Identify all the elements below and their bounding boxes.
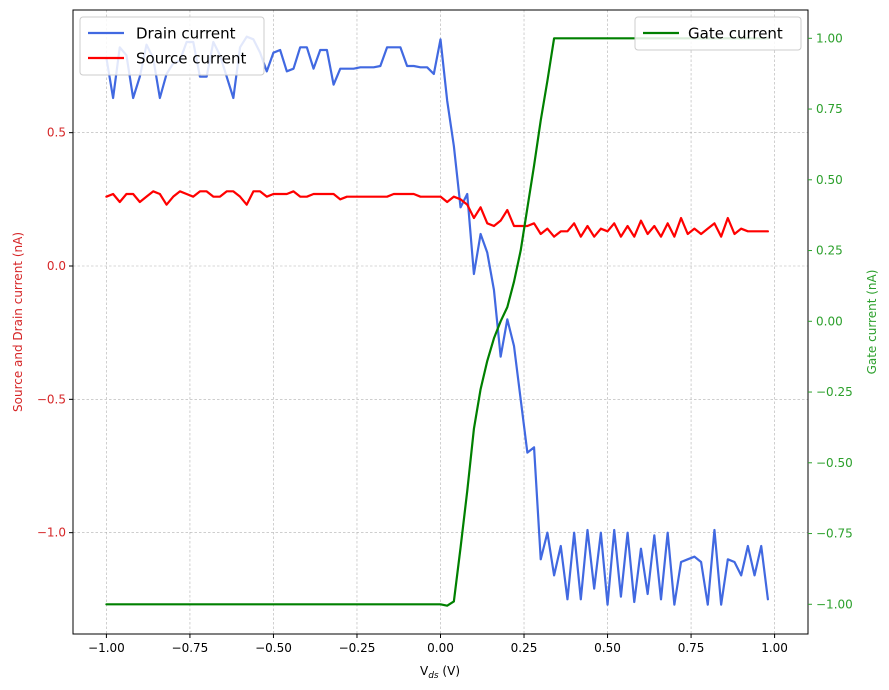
legend-drain-label: Drain current [136, 25, 236, 43]
x-tick-label: 0.50 [594, 641, 621, 655]
legend-gate-label: Gate current [688, 25, 783, 43]
x-tick-label: −0.75 [172, 641, 209, 655]
legend-right: Gate current [634, 16, 802, 51]
right-tick-label: 0.75 [816, 102, 843, 116]
left-axis-label: Source and Drain current (nA) [11, 232, 25, 412]
grid [73, 10, 808, 634]
legend-right-box [634, 16, 802, 51]
left-axis-ticks: 0.5 0.0 −0.5 −1.0 [37, 126, 73, 540]
legend-source-label: Source current [136, 50, 247, 68]
legend-left: Drain current Source current [79, 16, 265, 76]
right-tick-label: −0.75 [816, 527, 853, 541]
right-axis-label: Gate current (nA) [865, 270, 879, 375]
x-tick-label: 0.00 [427, 641, 454, 655]
x-tick-label: −1.00 [88, 641, 125, 655]
right-tick-label: −0.25 [816, 385, 853, 399]
right-axis-ticks: 1.00 0.75 0.50 0.25 0.00 −0.25 −0.50 −0.75 −1.00 [808, 31, 853, 611]
left-tick-label: −0.5 [37, 392, 66, 406]
x-axis-label-base: V [420, 664, 429, 678]
legend-left-box [79, 16, 265, 76]
x-axis-label-subscript: ds [428, 671, 439, 681]
x-tick-label: 1.00 [761, 641, 788, 655]
left-tick-label: 0.5 [47, 126, 66, 140]
x-axis-ticks: −1.00 −0.75 −0.50 −0.25 0.00 0.25 0.50 0.75 1.00 [88, 634, 788, 655]
right-tick-label: 0.50 [816, 173, 843, 187]
left-tick-label: −1.0 [37, 526, 66, 540]
x-axis-label: Vds (V) [420, 664, 460, 681]
x-tick-label: 0.25 [511, 641, 538, 655]
right-tick-label: 0.00 [816, 314, 843, 328]
x-tick-label: 0.75 [678, 641, 705, 655]
x-axis-label-unit: (V) [439, 664, 460, 678]
x-tick-label: −0.50 [255, 641, 292, 655]
source-current-line [105, 190, 770, 238]
right-tick-label: −0.50 [816, 456, 853, 470]
right-tick-label: 0.25 [816, 244, 843, 258]
right-tick-label: −1.00 [816, 597, 853, 611]
left-tick-label: 0.0 [47, 259, 66, 273]
right-tick-label: 1.00 [816, 31, 843, 45]
x-tick-label: −0.25 [339, 641, 376, 655]
